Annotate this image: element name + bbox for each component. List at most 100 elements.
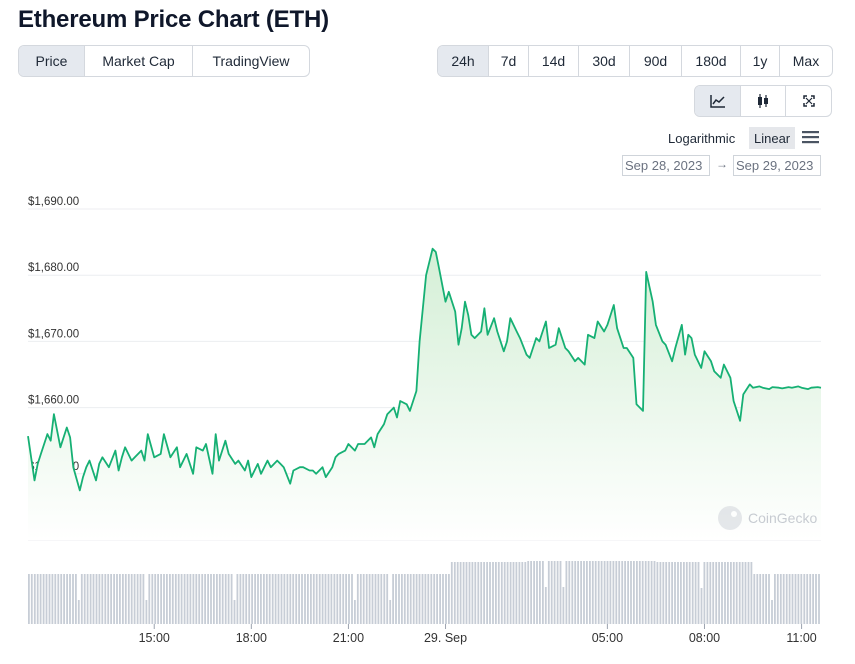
- volume-bar: [86, 574, 89, 624]
- x-tick-label: 21:00: [333, 631, 364, 645]
- volume-bar: [136, 574, 139, 624]
- volume-bar: [656, 562, 659, 624]
- volume-bar: [659, 562, 662, 624]
- volume-bar: [515, 562, 518, 624]
- date-start-input[interactable]: Sep 28, 2023: [622, 155, 710, 176]
- volume-bar: [650, 561, 653, 624]
- fullscreen-button[interactable]: [786, 86, 831, 116]
- volume-bar: [315, 574, 318, 624]
- volume-bar: [436, 574, 438, 624]
- tab-price[interactable]: Price: [19, 46, 85, 76]
- line-chart-icon: [709, 95, 725, 108]
- range-7d[interactable]: 7d: [489, 46, 529, 76]
- volume-bar: [274, 574, 277, 624]
- volume-bar: [368, 574, 371, 624]
- volume-bar: [374, 574, 377, 624]
- volume-bar: [186, 574, 189, 624]
- volume-bar: [741, 562, 744, 624]
- volume-bar: [192, 574, 195, 624]
- candlestick-icon: [758, 94, 768, 108]
- volume-bar: [762, 574, 765, 624]
- range-180d[interactable]: 180d: [682, 46, 741, 76]
- volume-bar: [133, 574, 136, 624]
- volume-bar: [365, 574, 368, 624]
- volume-bar: [48, 574, 51, 624]
- volume-bar: [66, 574, 68, 624]
- volume-bar: [718, 562, 720, 624]
- volume-bar: [28, 574, 30, 624]
- volume-bar: [577, 561, 579, 624]
- volume-bar: [483, 562, 485, 624]
- volume-bar: [594, 561, 597, 624]
- scale-linear[interactable]: Linear: [749, 127, 796, 149]
- range-1y[interactable]: 1y: [741, 46, 780, 76]
- range-14d[interactable]: 14d: [529, 46, 579, 76]
- volume-bar: [424, 574, 427, 624]
- volume-bar: [776, 574, 779, 624]
- volume-bar: [51, 574, 54, 624]
- volume-bar: [248, 574, 251, 624]
- page-title: Ethereum Price Chart (ETH): [18, 6, 329, 33]
- candlestick-button[interactable]: [741, 86, 786, 116]
- volume-bar: [245, 574, 248, 624]
- volume-bar: [354, 600, 356, 624]
- volume-bar: [224, 574, 227, 624]
- volume-bar: [95, 574, 98, 624]
- volume-bar: [30, 574, 33, 624]
- volume-bar: [113, 574, 115, 624]
- volume-bar: [36, 574, 39, 624]
- volume-bar: [450, 562, 453, 624]
- volume-bar: [500, 562, 503, 624]
- volume-bar: [204, 574, 206, 624]
- volume-bar: [550, 561, 553, 624]
- range-24h[interactable]: 24h: [438, 46, 489, 76]
- volume-bar: [448, 574, 450, 624]
- volume-bar: [735, 562, 738, 624]
- volume-bar: [216, 574, 218, 624]
- volume-bar: [612, 561, 615, 624]
- volume-bar: [782, 574, 785, 624]
- volume-bar: [130, 574, 133, 624]
- volume-bar: [668, 562, 671, 624]
- volume-bar: [685, 562, 688, 624]
- volume-bar: [401, 574, 403, 624]
- range-30d[interactable]: 30d: [579, 46, 630, 76]
- volume-bar: [580, 561, 582, 624]
- volume-bar: [753, 574, 756, 624]
- volume-bar: [456, 562, 459, 624]
- volume-bar: [638, 561, 641, 624]
- volume-bar: [603, 561, 606, 624]
- volume-bar: [480, 562, 483, 624]
- volume-bar: [536, 561, 538, 624]
- line-chart-button[interactable]: [695, 86, 741, 116]
- volume-bar: [771, 600, 773, 624]
- volume-bar: [122, 574, 124, 624]
- y-tick-label: $1,660.00: [28, 395, 79, 407]
- volume-bar: [674, 562, 676, 624]
- volume-bar: [254, 574, 256, 624]
- volume-bar: [812, 574, 814, 624]
- volume-bar: [330, 574, 333, 624]
- volume-bar: [398, 574, 400, 624]
- date-end-input[interactable]: Sep 29, 2023: [733, 155, 821, 176]
- volume-bar: [559, 561, 562, 624]
- tab-tradingview[interactable]: TradingView: [212, 53, 290, 69]
- volume-bar: [321, 574, 324, 624]
- volume-bar: [119, 574, 121, 624]
- volume-bar: [556, 561, 559, 624]
- menu-icon[interactable]: [802, 129, 819, 145]
- range-max[interactable]: Max: [792, 53, 820, 69]
- volume-bar: [806, 574, 809, 624]
- volume-bar: [271, 574, 274, 624]
- tab-market-cap[interactable]: Market Cap: [85, 46, 193, 76]
- volume-bar: [139, 574, 142, 624]
- scale-logarithmic[interactable]: Logarithmic: [668, 130, 736, 146]
- range-90d[interactable]: 90d: [630, 46, 682, 76]
- volume-bar: [662, 562, 665, 624]
- volume-bar: [236, 574, 239, 624]
- volume-bar: [395, 574, 397, 624]
- volume-bar: [124, 574, 127, 624]
- volume-bar: [265, 574, 268, 624]
- volume-bar: [574, 561, 577, 624]
